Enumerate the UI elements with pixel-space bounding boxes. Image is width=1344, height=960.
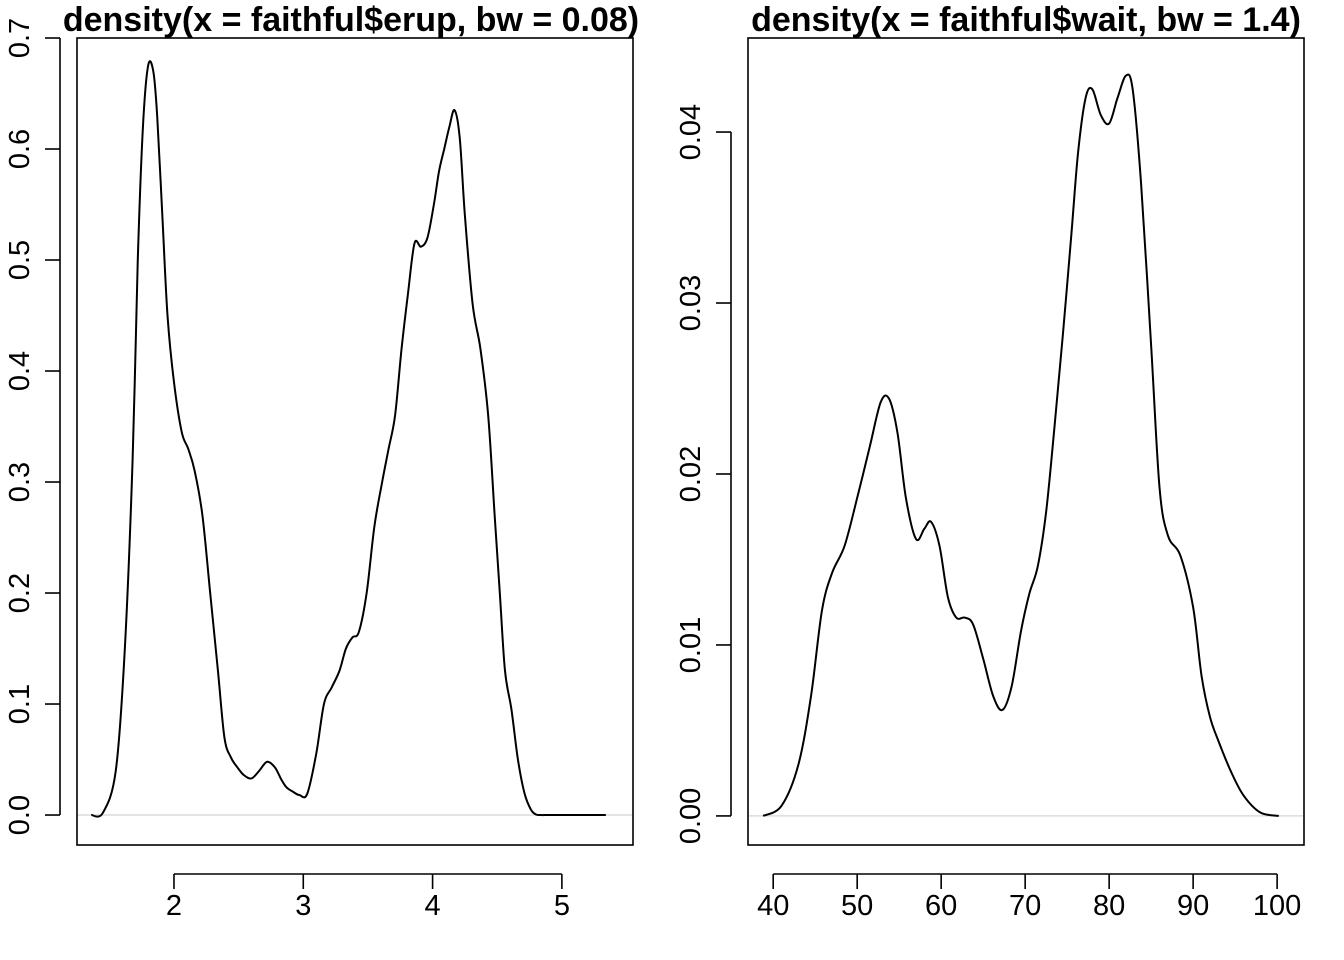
panel-erup-density: density(x = faithful$erup, bw = 0.08) 2 3 4… — [4, 1, 639, 922]
x-tick-label: 70 — [1009, 890, 1041, 922]
x-tick-label: 60 — [925, 890, 957, 922]
y-tick-label: 0.03 — [675, 275, 707, 331]
panel-wait-density: density(x = faithful$wait, bw = 1.4) 40 50… — [675, 1, 1305, 922]
y-tick-label: 0.2 — [4, 573, 36, 613]
y-tick-label: 0.01 — [675, 617, 707, 673]
y-tick-label: 0.0 — [4, 795, 36, 835]
x-tick-label: 50 — [841, 890, 873, 922]
y-tick-label: 0.6 — [4, 129, 36, 169]
x-tick-label: 3 — [295, 890, 311, 922]
chart-title: density(x = faithful$erup, bw = 0.08) — [63, 1, 639, 39]
density-curve — [762, 73, 1279, 817]
y-tick-label: 0.3 — [4, 462, 36, 502]
x-tick-label: 40 — [757, 890, 789, 922]
y-tick-label: 0.04 — [675, 104, 707, 160]
y-tick-label: 0.00 — [675, 788, 707, 844]
y-tick-label: 0.7 — [4, 18, 36, 58]
chart-title: density(x = faithful$wait, bw = 1.4) — [751, 1, 1301, 39]
y-tick-label: 0.5 — [4, 240, 36, 280]
plot-frame — [76, 37, 634, 846]
plot-frame — [747, 37, 1305, 846]
x-tick-label: 100 — [1253, 890, 1301, 922]
y-tick-label: 0.1 — [4, 684, 36, 724]
x-tick-label: 2 — [166, 890, 182, 922]
x-tick-label: 90 — [1177, 890, 1209, 922]
x-tick-label: 80 — [1093, 890, 1125, 922]
y-tick-label: 0.02 — [675, 446, 707, 502]
y-tick-label: 0.4 — [4, 351, 36, 391]
x-tick-label: 5 — [554, 890, 570, 922]
density-curve — [91, 60, 606, 818]
x-tick-label: 4 — [425, 890, 441, 922]
